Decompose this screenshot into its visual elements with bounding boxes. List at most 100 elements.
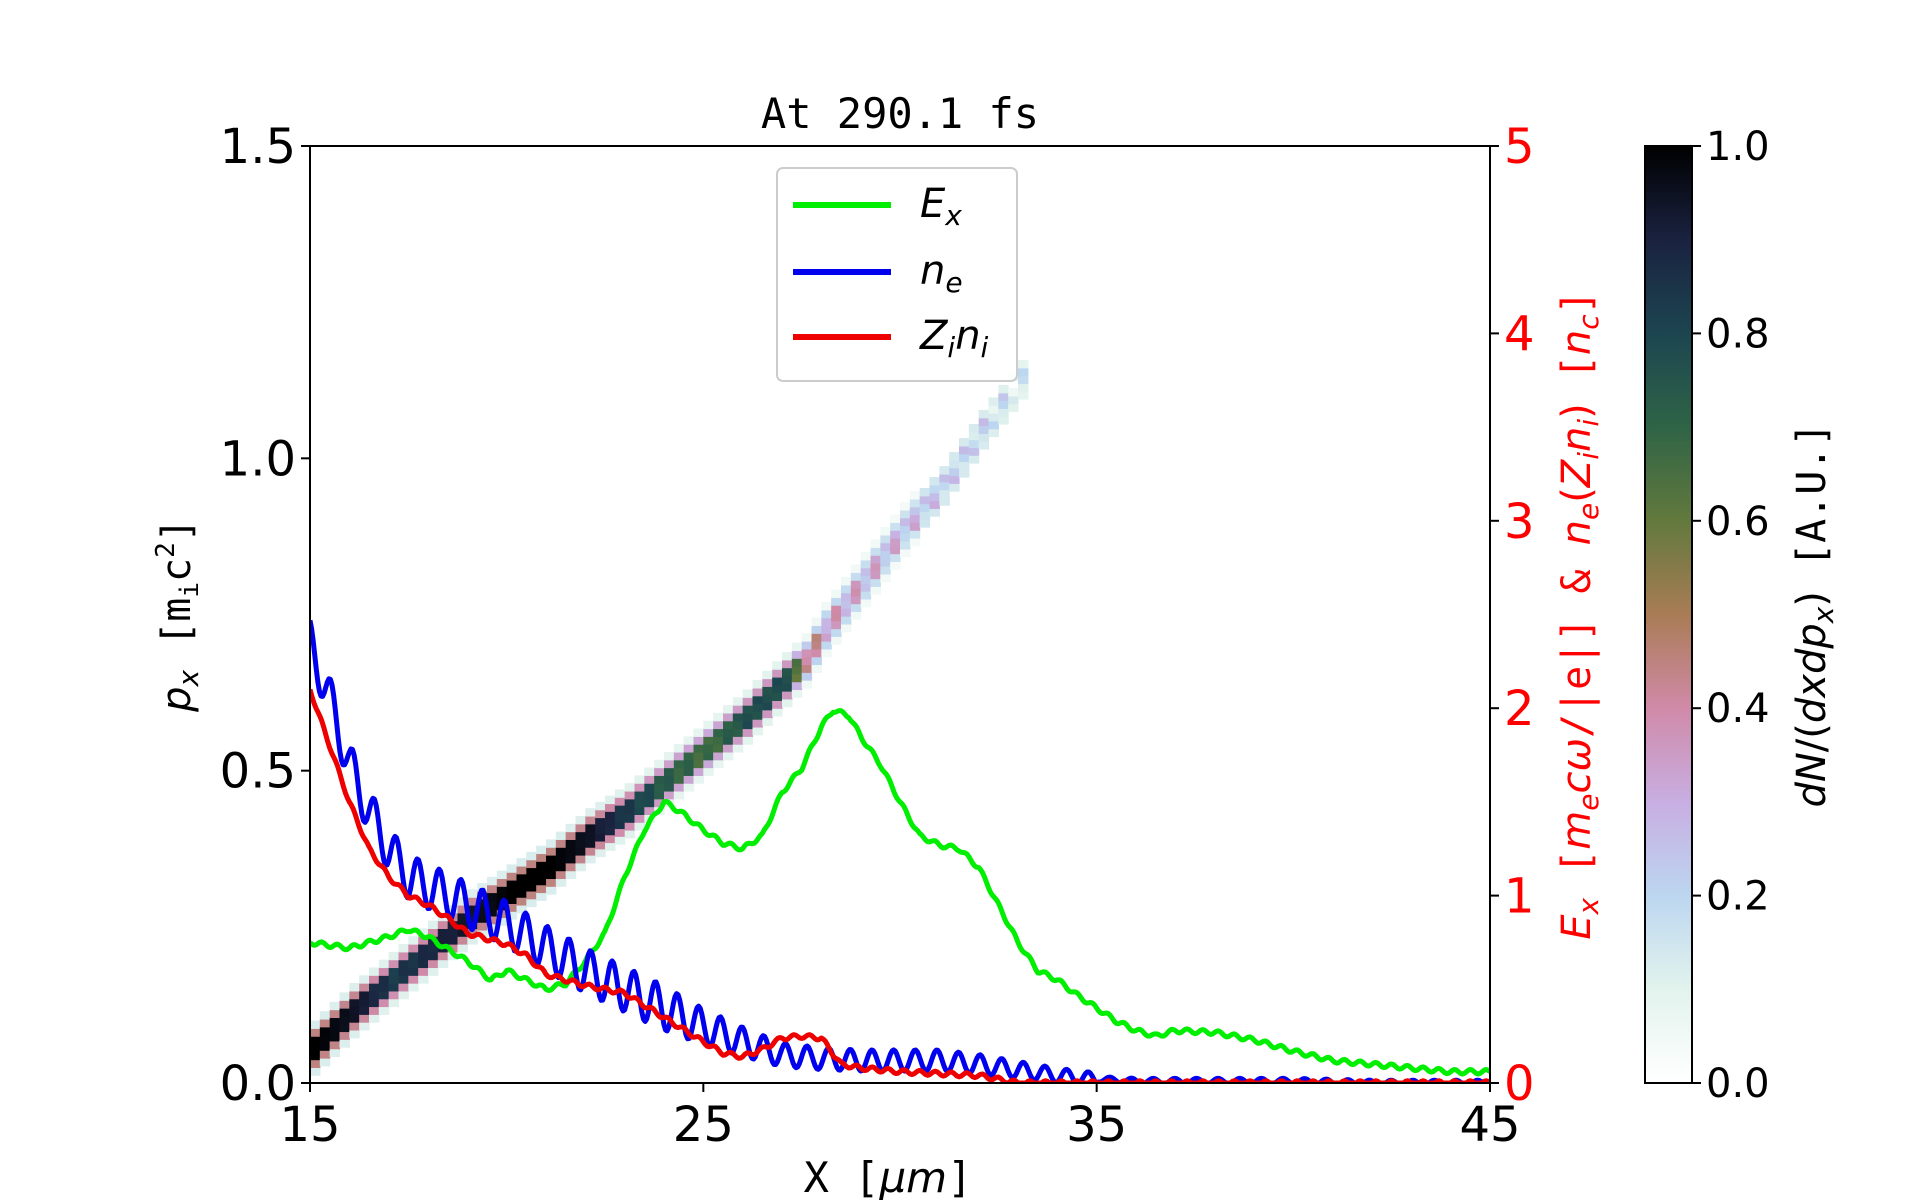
heatmap-cell — [664, 790, 675, 800]
heatmap-cell — [880, 534, 891, 544]
heatmap-cell — [742, 736, 754, 745]
heatmap-cell — [821, 633, 832, 642]
heatmap-cell — [811, 656, 822, 666]
y-right-tick-label: 1 — [1504, 869, 1535, 925]
heatmap-cell — [900, 509, 911, 519]
heatmap-cell — [319, 1058, 331, 1067]
heatmap-cell — [742, 697, 754, 706]
heatmap-cell — [575, 831, 586, 840]
heatmap-cell — [673, 775, 685, 784]
heatmap-cell — [919, 511, 931, 520]
heatmap-cell — [959, 469, 970, 478]
heatmap-cell — [850, 595, 862, 605]
heatmap-cell — [536, 853, 547, 862]
heatmap-cell — [585, 823, 596, 833]
heatmap-cell — [959, 445, 970, 455]
y-axis-right-label: Ex [mecω/|e|] & ne(Zini) [nc] — [1554, 290, 1605, 940]
heatmap-cell — [388, 975, 400, 984]
heatmap-cell — [978, 425, 990, 434]
heatmap-cell — [585, 831, 596, 840]
heatmap-cell — [978, 409, 990, 419]
heatmap-cell — [339, 1039, 350, 1048]
heatmap-cell — [418, 951, 429, 961]
heatmap-cell — [742, 728, 754, 737]
heatmap-cell — [782, 698, 793, 708]
heatmap-cell — [703, 736, 714, 745]
heatmap-cell — [693, 775, 704, 784]
series-ne-line — [310, 619, 1490, 1083]
heatmap-cell — [605, 803, 616, 812]
heatmap-cell — [703, 728, 714, 737]
heatmap-cell — [880, 573, 891, 583]
heatmap-cell — [968, 455, 980, 464]
heatmap-cell — [437, 928, 449, 937]
y-right-tick-label: 4 — [1504, 306, 1535, 362]
heatmap-cell — [319, 1034, 331, 1043]
heatmap-cell — [329, 1040, 341, 1050]
heatmap-cell — [801, 633, 813, 642]
heatmap-cell — [565, 870, 577, 880]
heatmap-cell — [614, 805, 626, 814]
heatmap-cell — [673, 767, 685, 776]
heatmap-cell — [516, 873, 527, 883]
heatmap-cell — [831, 628, 842, 637]
heatmap-cell — [644, 775, 655, 784]
heatmap-cell — [821, 609, 832, 619]
heatmap-cell — [654, 790, 665, 800]
heatmap-cell — [762, 678, 773, 687]
heatmap-cell — [477, 914, 488, 923]
heatmap-cell — [909, 530, 921, 539]
y-left-tick-label: 1.0 — [220, 431, 296, 487]
heatmap-cell — [890, 561, 901, 570]
heatmap-cell — [782, 659, 793, 669]
heatmap-cell — [398, 975, 409, 984]
heatmap-cell — [998, 400, 1009, 409]
heatmap-cell — [900, 533, 911, 542]
heatmap-cell — [467, 904, 478, 914]
heatmap-cell — [870, 547, 881, 556]
heatmap-cell — [703, 744, 714, 753]
heatmap-cell — [319, 1018, 331, 1028]
heatmap-cell — [487, 884, 498, 894]
heatmap-cell — [713, 759, 724, 769]
heatmap-cell — [890, 514, 901, 523]
heatmap-cell — [654, 759, 665, 769]
heatmap-cell — [614, 828, 626, 837]
heatmap-cell — [831, 636, 842, 645]
heatmap-cell — [585, 808, 596, 817]
heatmap-cell — [644, 767, 655, 776]
heatmap-cell — [467, 936, 478, 945]
heatmap-cell — [428, 951, 439, 961]
heatmap-cell — [329, 1033, 341, 1042]
heatmap-cell — [516, 889, 527, 898]
heatmap-cell — [929, 484, 940, 494]
heatmap-cell — [516, 881, 527, 890]
heatmap-cell — [477, 906, 488, 915]
heatmap-cell — [428, 944, 439, 953]
heatmap-cell — [890, 545, 901, 555]
heatmap-cell — [526, 883, 537, 892]
heatmap-cell — [850, 587, 862, 597]
heatmap-cell — [959, 453, 970, 463]
heatmap-cell — [811, 641, 822, 650]
heatmap-cell — [595, 825, 606, 834]
heatmap-cell — [536, 876, 547, 886]
x-tick-label: 25 — [673, 1097, 734, 1153]
heatmap-cell — [329, 1001, 341, 1011]
heatmap-cell — [811, 625, 822, 634]
heatmap-cell — [909, 491, 921, 500]
heatmap-cell — [988, 413, 999, 422]
plot-frame — [309, 145, 1491, 1084]
heatmap-cell — [428, 967, 439, 976]
heatmap-cell — [536, 869, 547, 878]
heatmap-cell — [536, 892, 547, 901]
heatmap-cell — [437, 936, 449, 945]
heatmap-cell — [870, 562, 881, 572]
heatmap-cell — [555, 862, 567, 872]
heatmap-cell — [791, 658, 803, 667]
heatmap-cell — [988, 428, 999, 438]
heatmap-cell — [791, 681, 803, 691]
heatmap-cell — [614, 820, 626, 830]
heatmap-cell — [359, 990, 370, 1000]
heatmap-cell — [506, 903, 518, 912]
